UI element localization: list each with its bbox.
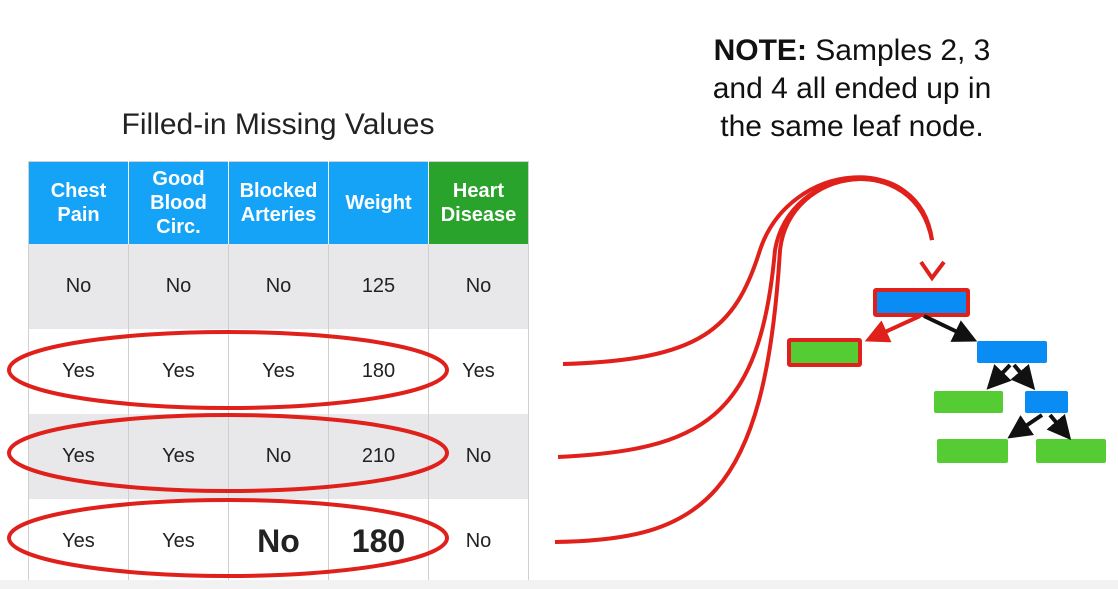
cell: 125	[328, 244, 429, 329]
note-line-1: Samples 2, 3	[806, 34, 991, 67]
header-chest-pain: Chest Pain	[28, 161, 129, 244]
cell: Yes	[128, 414, 229, 499]
tree-edge	[1010, 363, 1036, 391]
cell-filled-blocked-arteries: No	[228, 499, 329, 585]
cell: Yes	[128, 499, 229, 585]
header-good-blood-circ: Good Blood Circ.	[128, 161, 229, 244]
highlight-ellipse-sample-2	[7, 330, 449, 410]
tree-internal-node	[1025, 391, 1068, 413]
note-line-3: the same leaf node.	[720, 110, 984, 143]
tree-internal-node	[977, 341, 1047, 363]
cell: Yes	[128, 329, 229, 414]
highlight-ellipse-sample-3	[7, 413, 449, 493]
header-row: Chest Pain Good Blood Circ. Blocked Arte…	[28, 161, 529, 244]
cell: No	[228, 414, 329, 499]
tree-edge	[1046, 413, 1072, 441]
tree-edge	[986, 363, 1012, 390]
tree-edge-red	[864, 314, 921, 343]
cell: No	[128, 244, 229, 329]
note-text: NOTE: Samples 2, 3 and 4 all ended up in…	[682, 32, 1022, 146]
table-title: Filled-in Missing Values	[121, 108, 435, 141]
tree-leaf-node-highlighted	[787, 338, 862, 367]
note-line-2: and 4 all ended up in	[712, 72, 992, 105]
header-blocked-arteries: Blocked Arteries	[228, 161, 329, 244]
cell: 210	[328, 414, 429, 499]
header-heart-disease: Heart Disease	[428, 161, 529, 244]
table-row: No No No 125 No	[28, 244, 529, 329]
bottom-strip	[0, 580, 1118, 589]
curve-arrow-head	[919, 260, 946, 282]
highlight-ellipse-sample-4	[7, 498, 449, 578]
tree-leaf-node	[937, 439, 1008, 463]
cell: No	[28, 244, 129, 329]
tree-edge	[923, 314, 978, 342]
curve-sample-4	[554, 177, 934, 544]
tree-leaf-node	[1036, 439, 1106, 463]
cell: No	[428, 244, 529, 329]
cell: No	[228, 244, 329, 329]
tree-root-node	[873, 288, 970, 317]
header-weight: Weight	[328, 161, 429, 244]
tree-edge	[1007, 413, 1044, 439]
note-label: NOTE:	[713, 34, 807, 67]
curve-sample-3	[557, 177, 934, 459]
cell: Yes	[228, 329, 329, 414]
tree-leaf-node	[934, 391, 1003, 413]
